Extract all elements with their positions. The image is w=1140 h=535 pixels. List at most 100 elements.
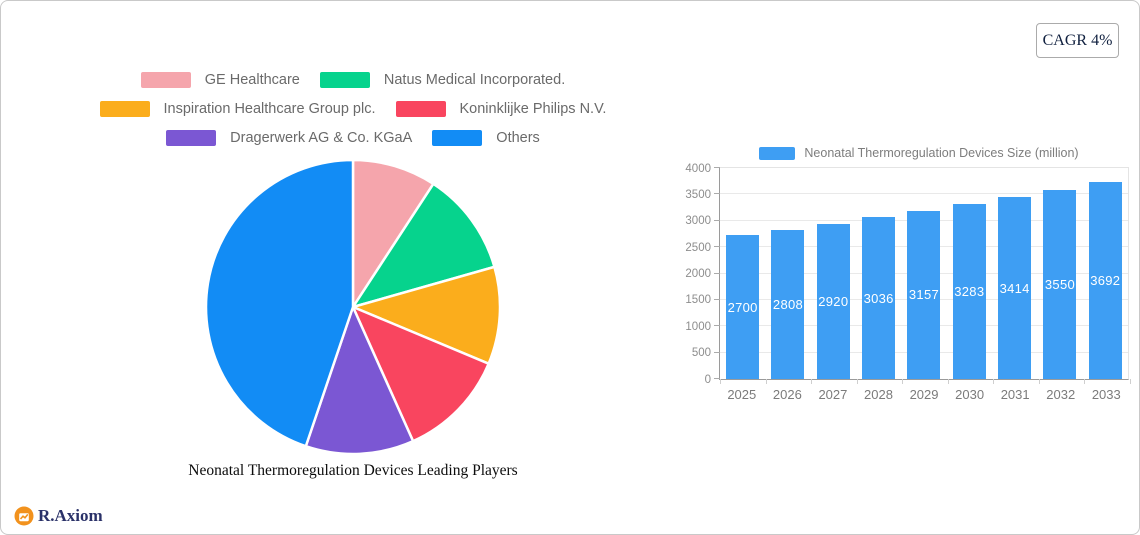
pie-chart-title: Neonatal Thermoregulation Devices Leadin…	[188, 462, 518, 479]
y-axis-tick-mark	[714, 351, 720, 353]
bar-legend-label: Neonatal Thermoregulation Devices Size (…	[804, 146, 1079, 160]
bar-value-label: 2808	[772, 296, 804, 312]
x-axis-tick-mark	[720, 379, 721, 384]
pie-chart-section: GE Healthcare Natus Medical Incorporated.…	[22, 72, 684, 480]
bar[interactable]: 3414	[998, 197, 1032, 379]
y-axis-tick-label: 500	[691, 347, 711, 360]
pie-slice[interactable]	[304, 305, 415, 456]
y-axis-tick-mark	[714, 298, 720, 300]
pie-slice[interactable]	[351, 305, 490, 443]
pie-slice[interactable]	[204, 158, 355, 448]
bar-chart-section: Neonatal Thermoregulation Devices Size (…	[685, 146, 1135, 402]
y-axis-tick-label: 3500	[685, 188, 711, 201]
x-axis-tick-mark	[1084, 379, 1086, 384]
bar-cell: 3692	[1083, 168, 1128, 379]
bar[interactable]: 3550	[1043, 190, 1077, 379]
y-axis-tick-mark	[714, 325, 720, 327]
bar-legend-swatch-icon	[759, 146, 796, 160]
bar[interactable]: 3036	[862, 217, 896, 379]
y-axis-tick-mark	[714, 167, 720, 168]
bar[interactable]: 2920	[816, 223, 850, 379]
pie-legend-swatch-icon	[140, 72, 191, 88]
pie-legend: GE Healthcare Natus Medical Incorporated.…	[41, 72, 665, 146]
pie-legend-label: Dragerwerk AG & Co. KGaA	[230, 130, 413, 146]
pie-slice[interactable]	[351, 265, 502, 365]
bar-value-label: 2700	[727, 299, 758, 315]
pie-legend-label: Inspiration Healthcare Group plc.	[163, 101, 376, 117]
y-axis-tick-label: 1000	[685, 320, 711, 333]
chart-logo-icon	[14, 506, 34, 526]
y-axis-tick-label: 2000	[685, 268, 711, 280]
cagr-badge: CAGR 4%	[1036, 23, 1119, 58]
bar-cell: 3157	[901, 168, 946, 379]
bar-x-axis-labels: 2025 2026 2027 2028 2029 2030 2031 2032 2033	[719, 387, 1129, 402]
pie-legend-swatch-icon	[99, 101, 150, 117]
bar-cell: 3036	[856, 168, 901, 379]
bar-plot-area: 0 500 1000 1500 2000 2500 3000 3500 4000 2700 2808…	[685, 163, 1131, 386]
x-axis-tick-mark	[902, 379, 904, 384]
y-axis-tick-mark	[714, 378, 720, 379]
bar-value-label: 3283	[954, 284, 985, 300]
bar-value-label: 2920	[818, 293, 849, 309]
x-axis-category-label: 2033	[1091, 387, 1121, 402]
x-axis-category-label: 2029	[909, 387, 939, 402]
pie-legend-item[interactable]: Inspiration Healthcare Group plc.	[99, 101, 376, 117]
brand-logo: R.Axiom	[14, 506, 103, 526]
bar-cell: 2808	[765, 168, 810, 379]
bar-value-label: 3692	[1090, 273, 1121, 289]
pie-legend-item[interactable]: GE Healthcare	[140, 72, 300, 88]
bar-legend[interactable]: Neonatal Thermoregulation Devices Size (…	[719, 146, 1119, 160]
bar-cell: 3550	[1037, 168, 1082, 379]
brand-name: R.Axiom	[38, 506, 103, 525]
pie-slice[interactable]	[351, 158, 435, 309]
bar[interactable]: 2700	[726, 235, 760, 379]
bar[interactable]: 3692	[1088, 182, 1122, 379]
x-axis-tick-mark	[1038, 379, 1040, 384]
y-axis-tick-label: 4000	[685, 162, 711, 175]
pie-legend-label: Others	[496, 130, 540, 146]
x-axis-tick-mark	[765, 379, 767, 384]
pie-legend-swatch-icon	[319, 72, 370, 88]
bar[interactable]: 3157	[907, 210, 941, 379]
gridline	[720, 193, 1128, 195]
bar-cell: 3414	[992, 168, 1037, 379]
x-axis-tick-mark	[1130, 379, 1131, 384]
bar-value-label: 3414	[999, 280, 1030, 296]
pie-legend-swatch-icon	[432, 130, 483, 146]
y-axis-tick-label: 0	[704, 373, 711, 386]
bar-value-label: 3036	[863, 290, 894, 306]
bar[interactable]: 2808	[771, 229, 805, 379]
pie-legend-swatch-icon	[395, 101, 446, 117]
x-axis-tick-mark	[856, 379, 858, 384]
y-axis-tick-label: 1500	[685, 294, 711, 307]
y-axis-tick-mark	[714, 272, 720, 274]
x-axis-category-label: 2032	[1046, 387, 1076, 402]
pie-legend-label: GE Healthcare	[204, 72, 300, 88]
pie-chart	[203, 157, 503, 457]
pie-legend-item[interactable]: Dragerwerk AG & Co. KGaA	[166, 130, 412, 146]
y-axis-tick-mark	[714, 219, 720, 221]
bar-cell: 3283	[947, 168, 992, 379]
y-axis-tick-label: 3000	[685, 215, 711, 228]
pie-legend-item[interactable]: Natus Medical Incorporated.	[319, 72, 566, 88]
pie-legend-item[interactable]: Others	[432, 130, 540, 146]
pie-legend-label: Natus Medical Incorporated.	[383, 72, 566, 88]
bar[interactable]: 3283	[952, 204, 986, 379]
x-axis-category-label: 2028	[864, 387, 893, 402]
x-axis-category-label: 2031	[1000, 387, 1030, 402]
y-axis-tick-mark	[714, 193, 720, 195]
x-axis-tick-mark	[811, 379, 813, 384]
bar-cell: 2920	[811, 168, 856, 379]
x-axis-category-label: 2030	[955, 387, 985, 402]
pie-legend-swatch-icon	[166, 130, 217, 146]
bar-value-label: 3157	[908, 287, 940, 303]
bar-cell: 2700	[720, 168, 765, 379]
bar-value-label: 3550	[1044, 277, 1076, 292]
pie-legend-item[interactable]: Koninklijke Philips N.V.	[395, 101, 607, 117]
y-axis-tick-mark	[714, 246, 720, 248]
pie-legend-label: Koninklijke Philips N.V.	[459, 101, 607, 117]
x-axis-tick-mark	[947, 379, 949, 384]
x-axis-category-label: 2027	[818, 387, 848, 402]
x-axis-category-label: 2025	[727, 387, 757, 402]
